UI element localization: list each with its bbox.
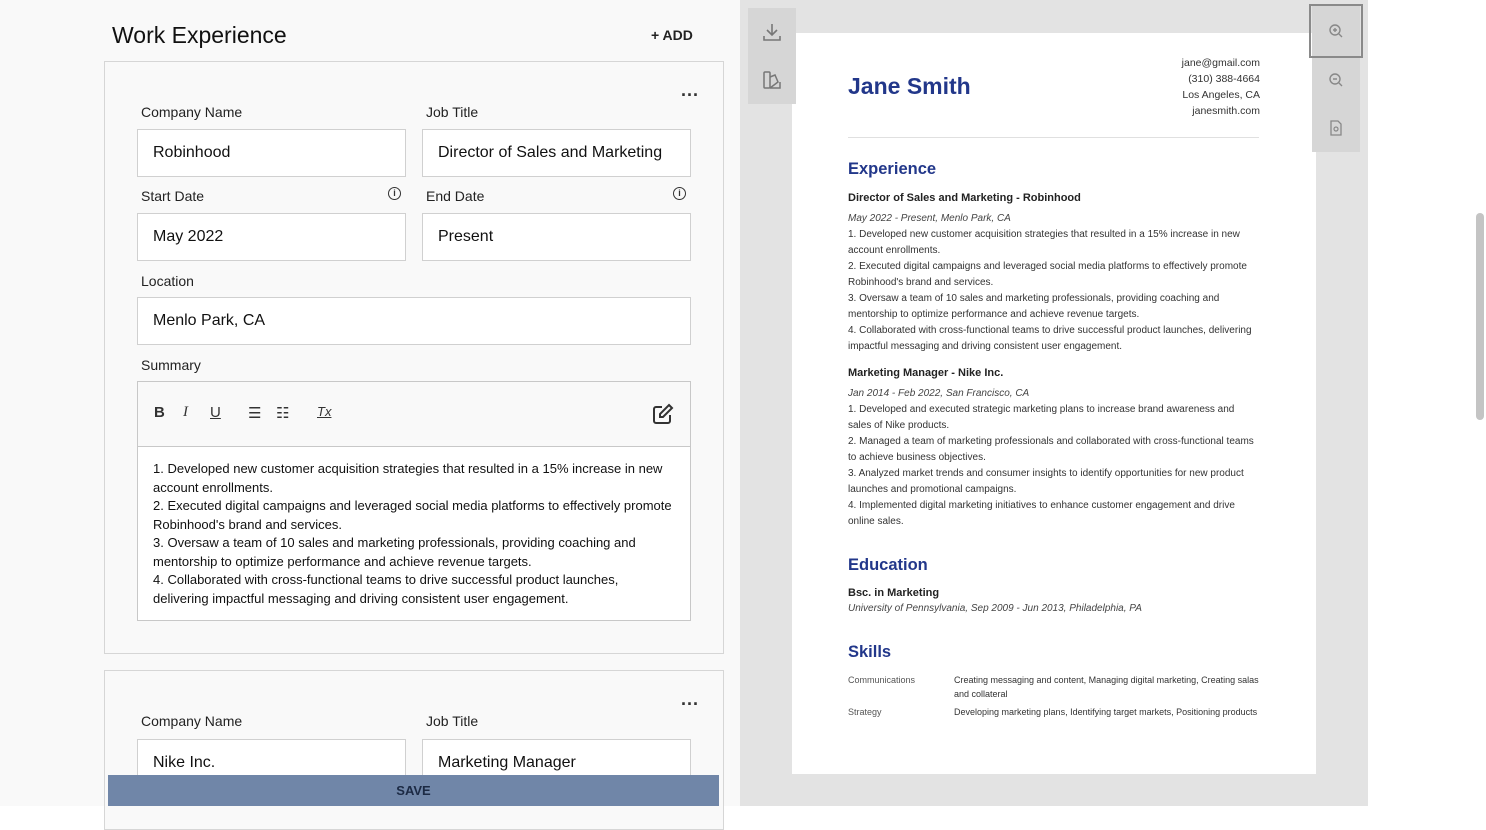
zoom-out-button[interactable] bbox=[1312, 56, 1360, 104]
summary-line: 1. Developed new customer acquisition st… bbox=[153, 461, 663, 495]
job-bullet: 1. Developed and executed strategic mark… bbox=[848, 404, 1235, 431]
zoom-out-icon bbox=[1329, 73, 1343, 87]
company-input[interactable]: Robinhood bbox=[137, 129, 406, 177]
location: Los Angeles, CA bbox=[1182, 89, 1260, 101]
editor-toolbar: B I U ☰ ☷ Tx bbox=[138, 382, 690, 447]
job-bullet: 1. Developed new customer acquisition st… bbox=[848, 229, 1240, 256]
job-meta: Jan 2014 - Feb 2022, San Francisco, CA bbox=[848, 388, 1030, 399]
start-date-input[interactable]: May 2022 bbox=[137, 213, 406, 261]
job-heading: Director of Sales and Marketing - Robinh… bbox=[848, 192, 1081, 204]
skill-items: Developing marketing plans, Identifying … bbox=[954, 707, 1258, 717]
zoom-toolbar bbox=[1309, 4, 1363, 152]
company-label: Company Name bbox=[141, 104, 243, 120]
end-date-label: End Date bbox=[426, 188, 485, 204]
section-heading: Experience bbox=[848, 160, 937, 178]
section-heading: Skills bbox=[848, 643, 892, 661]
skill-row: Communications Creating messaging and con… bbox=[848, 674, 1259, 701]
location-input[interactable]: Menlo Park, CA bbox=[137, 297, 691, 345]
resume-preview-panel: Jane Smith jane@gmail.com (310) 388-4664… bbox=[740, 0, 1368, 806]
education-meta: University of Pennsylvania, Sep 2009 - J… bbox=[848, 603, 1142, 614]
job-title-label: Job Title bbox=[426, 104, 479, 120]
download-button[interactable] bbox=[748, 8, 796, 56]
more-options-icon[interactable]: ... bbox=[680, 80, 699, 100]
more-options-icon[interactable]: ... bbox=[680, 689, 699, 709]
summary-editor[interactable]: B I U ☰ ☷ Tx 1. Developed new customer a… bbox=[137, 381, 691, 621]
swatch-icon bbox=[763, 71, 781, 89]
zoom-in-icon bbox=[1329, 24, 1343, 38]
job-bullet: 4. Collaborated with cross-functional te… bbox=[848, 325, 1252, 352]
left-toolbar bbox=[748, 8, 796, 104]
resume-name: Jane Smith bbox=[848, 73, 971, 99]
work-entry-card: ... Company Name Job Title Robinhood Dir… bbox=[104, 61, 724, 654]
job-bullet: 3. Oversaw a team of 10 sales and market… bbox=[848, 293, 1220, 320]
bullet-list-icon[interactable]: ☰ bbox=[248, 405, 262, 422]
info-icon[interactable]: i bbox=[673, 187, 686, 200]
work-entry-card: ... Company Name Job Title Nike Inc. Mar… bbox=[104, 670, 724, 830]
divider bbox=[848, 137, 1259, 138]
zoom-in-button[interactable] bbox=[1309, 4, 1363, 58]
section-heading: Education bbox=[848, 556, 928, 574]
resume-page: Jane Smith jane@gmail.com (310) 388-4664… bbox=[792, 33, 1316, 774]
skill-row: Strategy Developing marketing plans, Iden… bbox=[848, 706, 1259, 720]
email: jane@gmail.com bbox=[1181, 57, 1260, 69]
skill-items: Creating messaging and content, Managing… bbox=[954, 675, 1259, 699]
clear-format-icon[interactable]: Tx bbox=[317, 404, 332, 419]
job-title-label: Job Title bbox=[426, 713, 479, 729]
experience-section: Experience Director of Sales and Marketi… bbox=[848, 160, 1259, 530]
skill-category: Strategy bbox=[848, 707, 882, 717]
contact-info: jane@gmail.com (310) 388-4664 Los Angele… bbox=[1182, 55, 1260, 119]
job-title-input[interactable]: Director of Sales and Marketing bbox=[422, 129, 691, 177]
edit-icon[interactable] bbox=[652, 403, 674, 425]
document-search-icon bbox=[1330, 120, 1342, 136]
job-bullet: 4. Implemented digital marketing initiat… bbox=[848, 500, 1235, 527]
job-meta: May 2022 - Present, Menlo Park, CA bbox=[848, 213, 1011, 224]
underline-icon[interactable]: U bbox=[210, 404, 221, 421]
job-bullet: 2. Managed a team of marketing professio… bbox=[848, 436, 1254, 463]
numbered-list-icon[interactable]: ☷ bbox=[276, 405, 290, 422]
start-date-label: Start Date bbox=[141, 188, 205, 204]
scrollbar-thumb[interactable] bbox=[1476, 213, 1484, 420]
fit-page-button[interactable] bbox=[1312, 104, 1360, 152]
degree: Bsc. in Marketing bbox=[848, 587, 940, 599]
phone: (310) 388-4664 bbox=[1188, 73, 1260, 85]
save-button[interactable]: SAVE bbox=[108, 775, 719, 806]
location-label: Location bbox=[141, 273, 194, 289]
summary-line: 4. Collaborated with cross-functional te… bbox=[153, 572, 619, 606]
bold-icon[interactable]: B bbox=[154, 404, 165, 421]
company-label: Company Name bbox=[141, 713, 243, 729]
summary-text[interactable]: 1. Developed new customer acquisition st… bbox=[138, 447, 690, 621]
education-section: Education Bsc. in Marketing University o… bbox=[848, 556, 1259, 617]
summary-line: 3. Oversaw a team of 10 sales and market… bbox=[153, 535, 636, 569]
summary-line: 2. Executed digital campaigns and levera… bbox=[153, 498, 672, 532]
end-date-input[interactable]: Present bbox=[422, 213, 691, 261]
italic-icon[interactable]: I bbox=[183, 404, 188, 420]
job-bullet: 3. Analyzed market trends and consumer i… bbox=[848, 468, 1244, 495]
skill-category: Communications bbox=[848, 675, 916, 685]
download-icon bbox=[763, 24, 781, 41]
job-heading: Marketing Manager - Nike Inc. bbox=[848, 367, 1004, 379]
info-icon[interactable]: i bbox=[388, 187, 401, 200]
website: janesmith.com bbox=[1192, 105, 1260, 117]
skills-section: Skills Communications Creating messaging … bbox=[848, 643, 1259, 725]
theme-button[interactable] bbox=[748, 56, 796, 104]
job-bullet: 2. Executed digital campaigns and levera… bbox=[848, 261, 1247, 288]
resume-editor-panel: Work Experience + ADD ... Company Name J… bbox=[0, 0, 740, 830]
section-title: Work Experience bbox=[112, 22, 287, 48]
add-button[interactable]: + ADD bbox=[651, 27, 693, 43]
summary-label: Summary bbox=[141, 357, 201, 373]
